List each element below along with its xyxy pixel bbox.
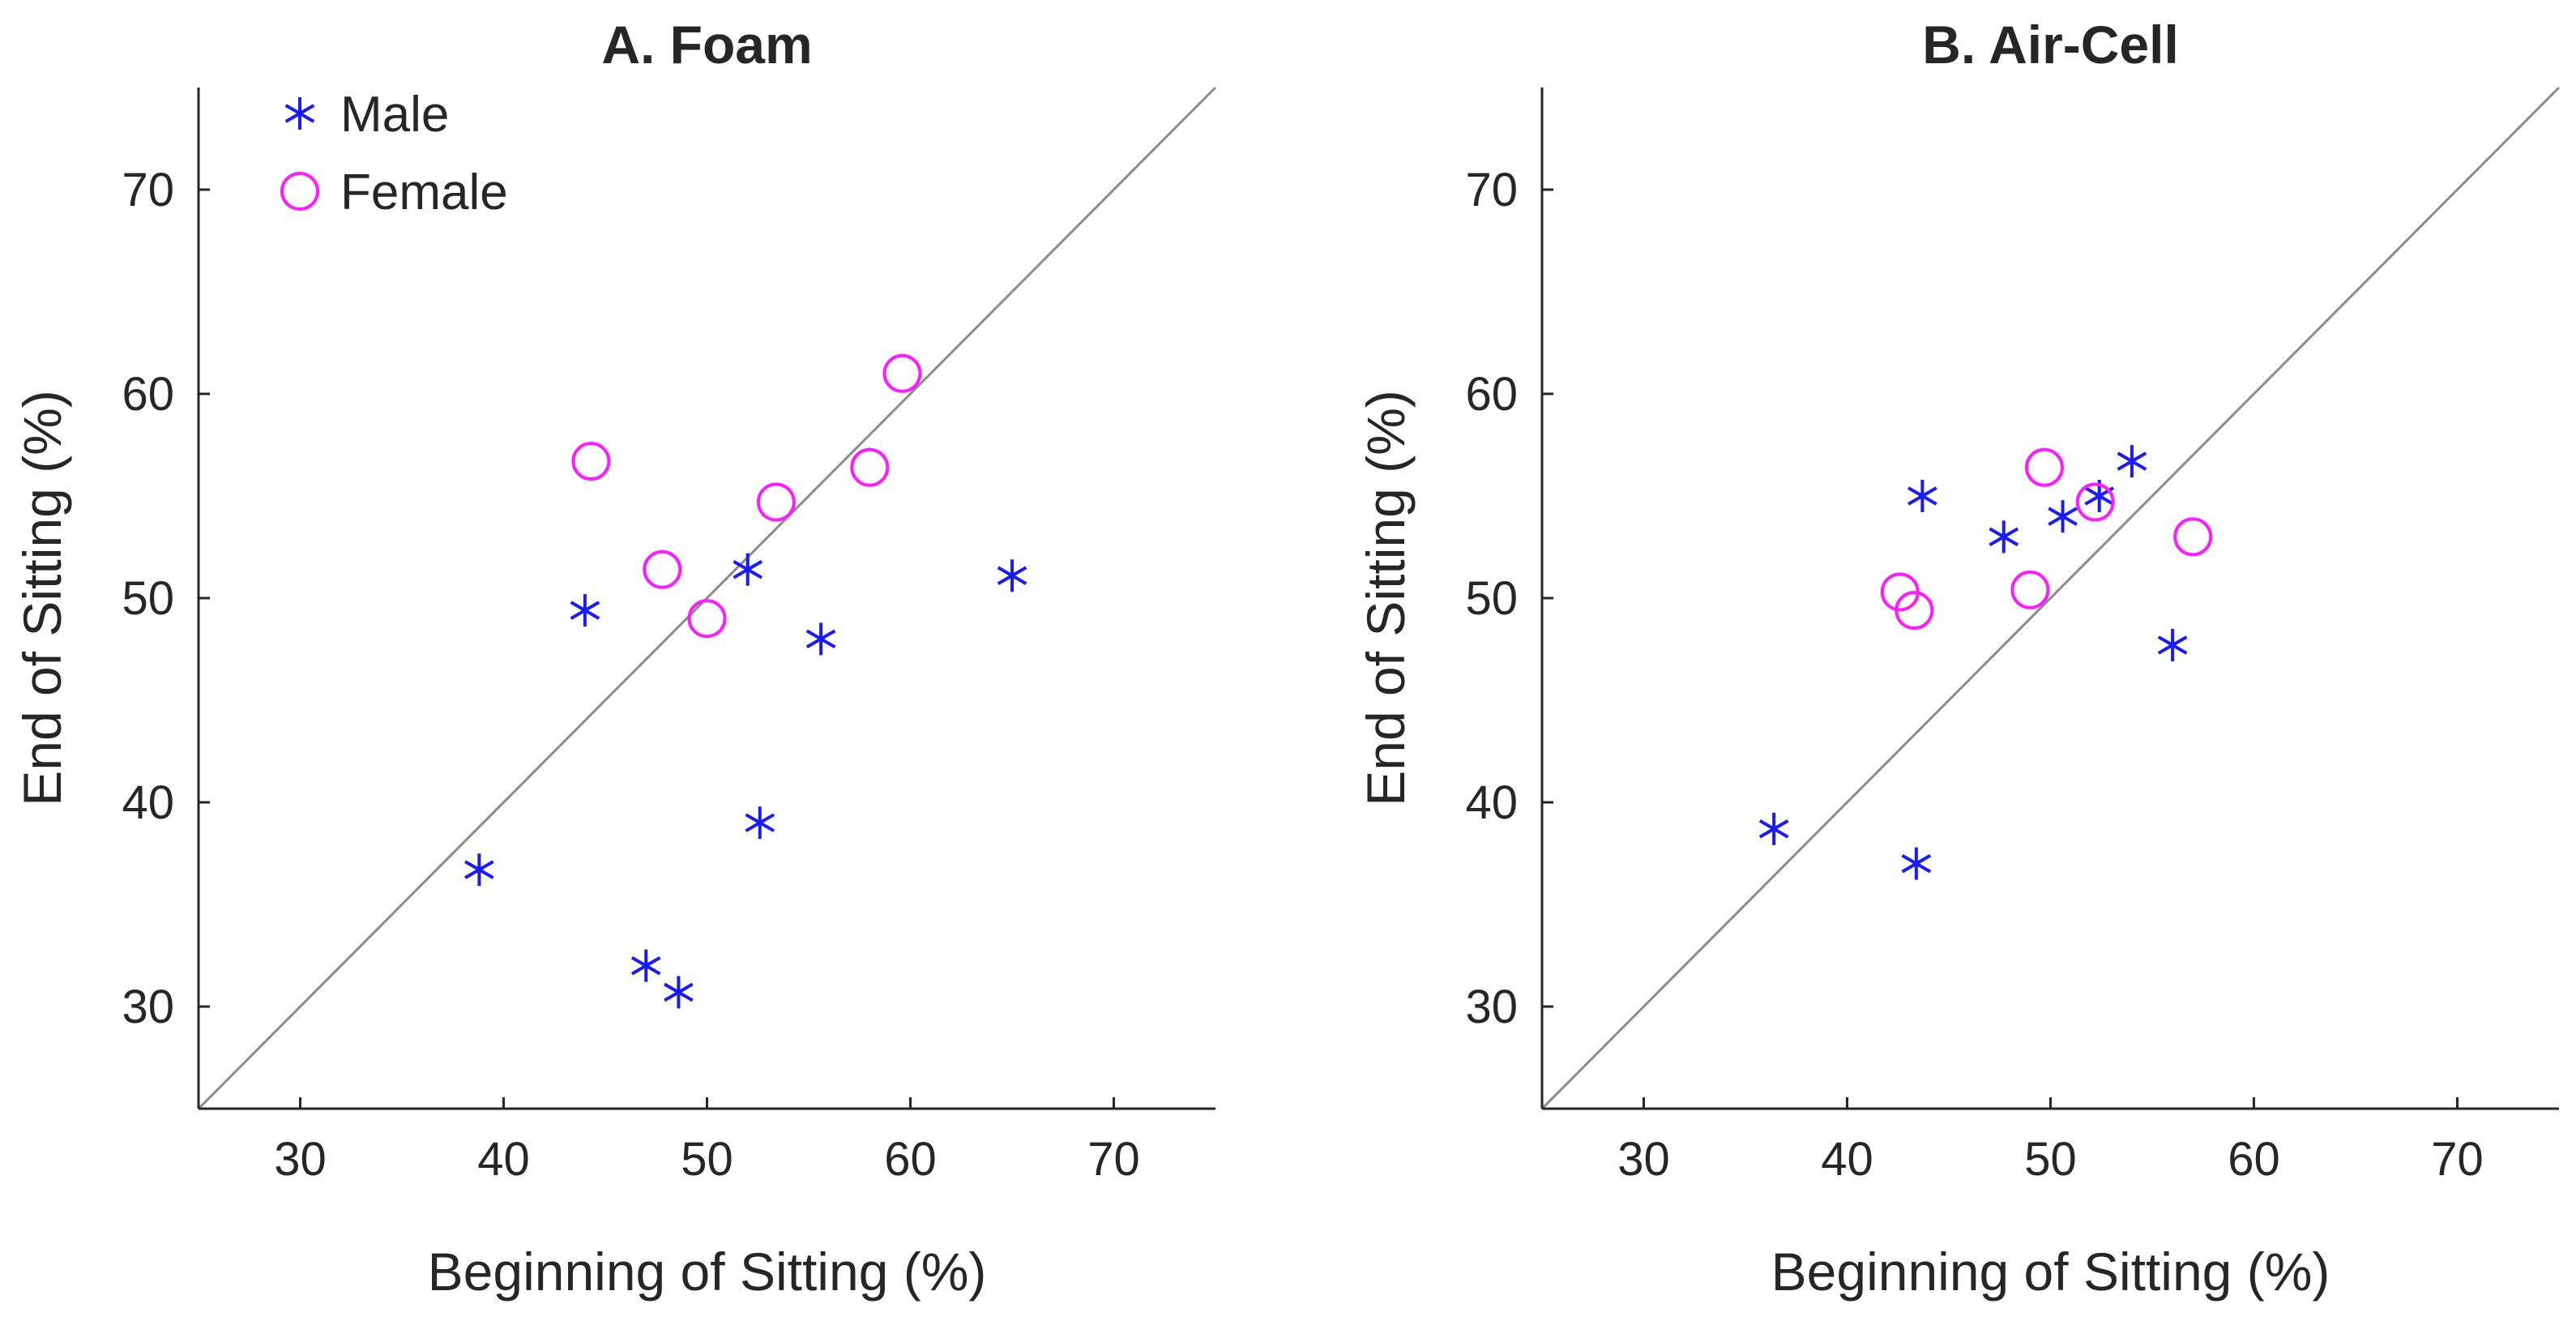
female-data-point [643, 549, 682, 589]
x-tick-label: 30 [274, 1133, 327, 1186]
y-tick-label: 40 [1465, 776, 1518, 829]
x-tick-label: 40 [477, 1133, 530, 1186]
asterisk-stroke [284, 104, 315, 123]
legend: Male Female [280, 87, 508, 220]
male-data-point [2117, 445, 2147, 478]
asterisk-stroke [997, 566, 1027, 586]
female-data-point [571, 442, 611, 481]
female-data-point [2173, 517, 2213, 557]
y-axis-label: End of Sitting (%) [12, 390, 72, 806]
y-tick-label: 70 [122, 164, 174, 216]
female-data-point [1895, 591, 1934, 631]
legend-male-label: Male [340, 87, 449, 143]
male-data-point [2157, 628, 2188, 661]
asterisk-stroke [570, 601, 600, 620]
reference-line-y-equals-x [1540, 86, 2561, 1110]
y-tick-label: 40 [122, 776, 174, 829]
panel-foam: 30 40 50 60 70 30 40 50 60 70 A. Foam Beginning of … [12, 15, 1217, 1302]
x-tick-label: 50 [2024, 1133, 2077, 1186]
y-tick-label: 50 [122, 572, 174, 625]
panel-title-foam: A. Foam [601, 15, 812, 75]
male-data-point [570, 594, 600, 627]
male-data-point [1758, 812, 1789, 845]
male-data-point [664, 976, 694, 1009]
asterisk-stroke [1989, 527, 2019, 547]
asterisk-stroke [745, 813, 775, 832]
female-data-point [882, 353, 922, 393]
x-tick-label: 30 [1617, 1133, 1670, 1186]
female-data-point [2024, 447, 2064, 487]
female-data-point [2010, 570, 2050, 609]
asterisk-stroke [2157, 635, 2188, 655]
y-tick-label: 50 [1465, 572, 1518, 625]
x-tick-label: 70 [2431, 1133, 2484, 1186]
male-data-point [805, 622, 836, 656]
y-axis-label: End of Sitting (%) [1356, 390, 1416, 806]
asterisk-stroke [664, 982, 694, 1003]
male-data-point [464, 853, 494, 887]
female-data-point [687, 599, 727, 639]
asterisk-stroke [805, 629, 836, 649]
x-tick-label: 40 [1821, 1133, 1873, 1186]
asterisk-stroke [1758, 819, 1789, 839]
male-data-point [1901, 847, 1932, 880]
y-tick-label: 60 [122, 368, 174, 421]
asterisk-stroke [733, 559, 763, 579]
panel-air-cell: 30 40 50 60 70 30 40 50 60 70 B. Air-Cell Beginning… [1356, 15, 2561, 1302]
x-tick-label: 70 [1087, 1133, 1140, 1186]
asterisk-stroke [630, 955, 661, 976]
x-axis-label: Beginning of Sitting (%) [1771, 1242, 2330, 1302]
panel-title-air-cell: B. Air-Cell [1922, 15, 2179, 75]
female-data-point [2075, 482, 2115, 522]
x-tick-label: 60 [2228, 1133, 2280, 1186]
female-data-point [756, 482, 796, 522]
female-data-point [850, 447, 890, 487]
male-data-point [745, 806, 775, 840]
male-data-point [630, 949, 661, 982]
asterisk-stroke [2117, 451, 2147, 471]
legend-female-marker [280, 172, 319, 211]
male-data-point [1989, 520, 2019, 554]
asterisk-stroke [1907, 486, 1937, 506]
x-tick-label: 60 [884, 1133, 937, 1186]
male-data-point [1907, 480, 1937, 512]
y-tick-label: 60 [1465, 368, 1518, 421]
reference-line-y-equals-x [197, 86, 1217, 1110]
y-tick-label: 30 [122, 981, 174, 1033]
x-axis-label: Beginning of Sitting (%) [428, 1242, 987, 1302]
male-data-point [2048, 500, 2078, 533]
asterisk-stroke [464, 860, 494, 879]
male-data-point [733, 553, 763, 586]
y-tick-label: 70 [1465, 164, 1518, 216]
legend-female-label: Female [340, 165, 508, 220]
x-tick-label: 50 [681, 1133, 733, 1186]
asterisk-stroke [2048, 507, 2078, 526]
legend-male-marker [284, 97, 315, 130]
asterisk-stroke [1901, 853, 1932, 874]
male-data-point [997, 559, 1027, 592]
y-tick-label: 30 [1465, 981, 1518, 1033]
